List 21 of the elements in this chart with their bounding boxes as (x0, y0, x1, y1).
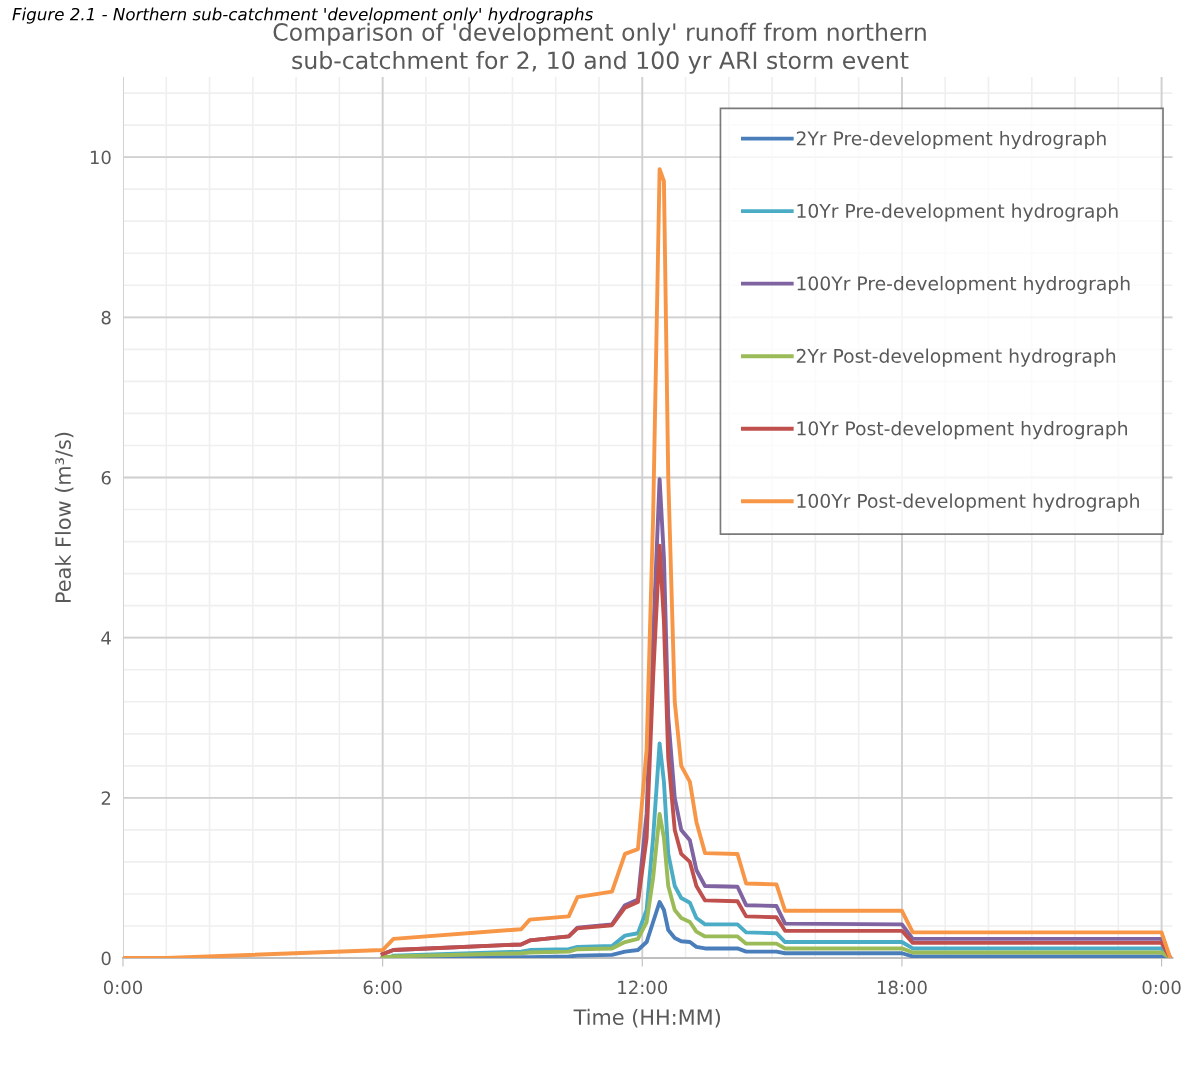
y-tick-label: 4 (101, 631, 111, 645)
legend-label: 10Yr Post-development hydrograph (797, 421, 1127, 440)
caption: Figure 2.1 - Northern sub-catchment 'development only' hydrographs (12, 7, 593, 24)
legend-label: 2Yr Pre-development hydrograph (796, 130, 1106, 150)
legend-label: 2Yr Post-development hydrograph (796, 348, 1116, 367)
y-axis-title: Peak Flow (m³/s) (54, 432, 74, 603)
chart-title: Comparison of 'development only' runoff from northern sub-catchment for 2, 10 and 100 yr ARI storm event (273, 22, 926, 74)
legend-label: 100Yr Pre-development hydrograph (797, 275, 1130, 295)
legend-label: 10Yr Pre-development hydrograph (797, 203, 1118, 222)
x-tick-label: 0:00 (103, 980, 143, 995)
legend-label: 100Yr Post-development hydrograph (797, 493, 1139, 512)
y-tick-label: 6 (101, 470, 111, 485)
x-tick-label: 0:00 (1142, 980, 1181, 995)
y-tick-label: 10 (90, 150, 111, 165)
y-tick-label: 8 (101, 310, 111, 325)
y-tick-label: 0 (101, 951, 111, 966)
x-axis-title: Time (HH:MM) (573, 1008, 720, 1028)
x-tick-label: 12:00 (618, 980, 668, 995)
x-tick-label: 18:00 (877, 980, 927, 995)
x-tick-label: 6:00 (363, 980, 402, 995)
y-tick-label: 2 (101, 791, 111, 805)
